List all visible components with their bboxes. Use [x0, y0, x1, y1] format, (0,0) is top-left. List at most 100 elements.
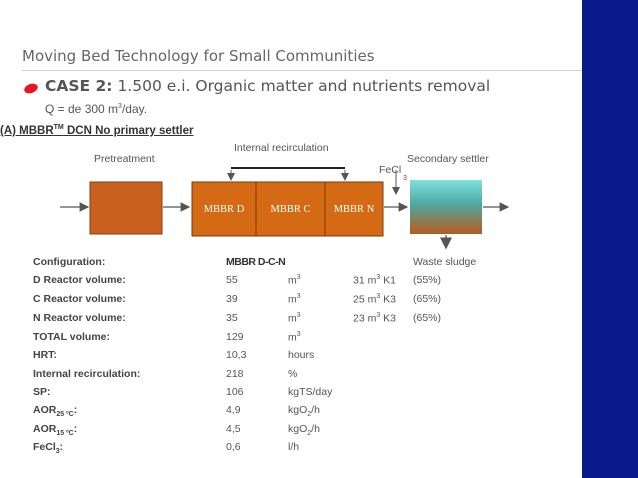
param-value: 129: [226, 331, 244, 343]
flow-rate: Q = de 300 m3/day.: [45, 102, 147, 116]
param-unit-sup: 3: [296, 331, 301, 338]
param-unit-text: kgO: [288, 404, 308, 416]
param-label-text: AOR: [33, 404, 57, 416]
param-label-text: SP:: [33, 386, 51, 398]
reactor-n-label: MBBR N: [333, 204, 375, 215]
param-unit-sup: 3: [296, 312, 301, 319]
param-media-volume: 25 m3 K3: [353, 293, 396, 306]
process-diagram: Internal recirculation Pretreatment Seco…: [0, 140, 582, 260]
param-value: 55: [226, 274, 238, 286]
param-value: 39: [226, 293, 238, 305]
flow-rate-sup: 3: [118, 103, 122, 110]
param-value: 218: [226, 368, 244, 380]
param-value: 4,9: [226, 404, 241, 416]
param-media-volume-text: 31 m: [353, 274, 377, 287]
waste-sludge-label: Waste sludge: [413, 256, 477, 268]
bullet-icon: [22, 81, 40, 96]
param-unit-text: m: [288, 293, 297, 306]
param-value: 106: [226, 386, 244, 398]
param-label: Internal recirculation:: [33, 368, 140, 380]
fecl-text: FeCl: [379, 164, 402, 176]
param-unit-text: hours: [288, 349, 315, 361]
param-unit-sub: 2: [307, 430, 312, 438]
param-label-text: N Reactor volume:: [33, 312, 126, 324]
param-unit: hours: [288, 349, 314, 361]
fecl-sub: 3: [403, 175, 407, 182]
internal-recirculation-label: Internal recirculation: [234, 142, 329, 154]
param-media-volume-tail: K3: [380, 312, 397, 325]
reactor-d-label: MBBR D: [203, 204, 245, 215]
param-media-volume-text: 25 m: [353, 293, 377, 306]
param-label: AOR15 ºC:: [33, 423, 77, 437]
process-diagram-svg: [60, 167, 510, 250]
param-media-volume-sup: 3: [376, 312, 381, 319]
param-label-tail: :: [73, 423, 78, 435]
scheme-subheading: (A) MBBRTM DCN No primary settler: [0, 124, 194, 137]
param-label-text: D Reactor volume:: [33, 274, 126, 286]
case-heading: CASE 2: 1.500 e.i. Organic matter and nu…: [45, 77, 490, 95]
param-label-text: FeCl: [33, 441, 56, 453]
param-unit-sup: 3: [296, 274, 301, 281]
param-fill-percent: (55%): [413, 274, 442, 286]
param-media-volume-sup: 3: [376, 293, 381, 300]
param-unit-text: m: [288, 312, 297, 325]
param-label-text: AOR: [33, 423, 57, 435]
param-unit-sup: 3: [296, 293, 301, 300]
flow-rate-tail: /day.: [121, 102, 148, 116]
param-unit-text: kgTS/day: [288, 386, 333, 398]
param-label: D Reactor volume:: [33, 274, 126, 286]
fecl-label: FeCl 3: [379, 164, 407, 182]
param-label-text: TOTAL volume:: [33, 331, 111, 343]
param-unit: l/h: [288, 441, 299, 453]
secondary-settler-label: Secondary settler: [407, 153, 489, 165]
param-label: AOR25 ºC:: [33, 404, 77, 418]
pretreatment-label: Pretreatment: [94, 153, 155, 165]
configuration-value: MBBR D-C-N: [226, 256, 286, 268]
param-media-volume-text: 23 m: [353, 312, 377, 325]
param-value: 10,3: [226, 349, 247, 361]
param-unit-text: %: [288, 368, 298, 380]
subhead-tail: DCN No primary settler: [63, 124, 194, 137]
param-label: SP:: [33, 386, 51, 398]
param-unit-tail: /h: [311, 423, 320, 435]
param-label-sub: 25 ºC: [56, 411, 74, 419]
param-label-text: HRT:: [33, 349, 57, 361]
flow-rate-text: Q = de 300 m: [45, 102, 119, 116]
param-unit: m3: [288, 312, 301, 325]
case-text: 1.500 e.i. Organic matter and nutrients …: [112, 77, 491, 95]
param-value: 0,6: [226, 441, 241, 453]
param-label-text: Internal recirculation:: [33, 368, 141, 380]
param-unit-tail: /h: [311, 404, 320, 416]
param-value: 4,5: [226, 423, 241, 435]
param-fill-percent: (65%): [413, 312, 442, 324]
param-label-tail: :: [73, 404, 78, 416]
param-label: N Reactor volume:: [33, 312, 126, 324]
param-unit-text: l/h: [288, 441, 300, 453]
param-unit-text: kgO: [288, 423, 308, 435]
param-fill-percent: (65%): [413, 293, 442, 305]
secondary-settler: [410, 180, 482, 234]
pretreatment-tank: [89, 181, 163, 235]
param-media-volume-tail: K3: [380, 293, 397, 306]
param-label-tail: :: [59, 441, 64, 453]
param-unit: kgO2/h: [288, 404, 320, 418]
param-unit-text: m: [288, 331, 297, 344]
reactor-c-label: MBBR C: [270, 204, 311, 215]
reactor-train: [191, 181, 384, 237]
title-divider: [22, 70, 582, 71]
param-media-volume-sup: 3: [376, 274, 381, 281]
param-value: 35: [226, 312, 238, 324]
param-unit: m3: [288, 293, 301, 306]
sidebar-band: [582, 0, 638, 478]
param-label-sub: 3: [55, 448, 60, 456]
param-unit: m3: [288, 274, 301, 287]
case-label: CASE 2:: [45, 77, 113, 95]
slide-title: Moving Bed Technology for Small Communit…: [22, 47, 375, 65]
configuration-label: Configuration:: [33, 256, 106, 268]
param-unit: m3: [288, 331, 301, 344]
param-label-sub: 15 ºC: [56, 430, 74, 438]
param-media-volume-tail: K1: [380, 274, 397, 287]
param-unit: %: [288, 368, 297, 380]
param-unit-sub: 2: [307, 411, 312, 419]
param-label-text: C Reactor volume:: [33, 293, 126, 305]
